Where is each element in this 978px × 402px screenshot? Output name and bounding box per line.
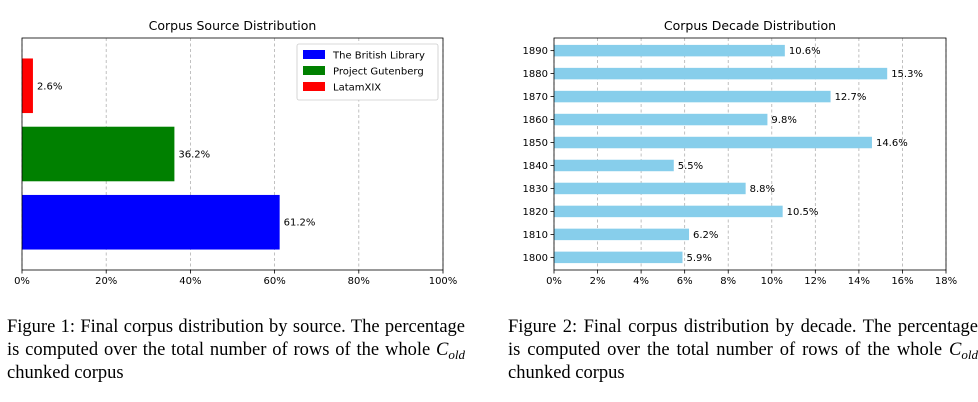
figure-2: Corpus Decade Distribution 0% 2% 4% 6% 8% 10% 1… [500,0,978,402]
figure-2-caption: Figure 2: Final corpus distribution by d… [508,316,978,385]
bar [554,90,831,103]
bar [554,136,872,149]
x-tick-label: 60% [263,276,285,287]
y-tick-label: 1880 [523,69,548,80]
y-tick-label: 1850 [523,138,548,149]
bar [22,194,280,250]
source-distribution-chart: Corpus Source Distribution 0% 20% 40% 60% 80%… [14,18,458,287]
y-tick-label: 1810 [523,230,548,241]
legend-entry: Project Gutenberg [333,67,424,78]
bar [554,159,674,172]
bar-value-label: 14.6% [876,138,908,149]
x-tick-label: 12% [804,276,826,287]
caption-variable: C [949,340,962,360]
y-tick-label: 1800 [523,253,548,264]
x-tick-label: 0% [546,276,562,287]
legend-swatch [303,82,325,91]
bar-value-label: 36.2% [178,150,210,161]
x-tick-label: 40% [179,276,201,287]
axes-frame [21,37,444,271]
chart-title: Corpus Source Distribution [149,18,317,33]
caption-text-end: chunked corpus [508,363,625,383]
y-tick-label: 1840 [523,161,548,172]
legend-entry: LatamXIX [333,83,381,94]
legend-swatch [303,66,325,75]
figure-1-caption: Figure 1: Final corpus distribution by s… [7,316,465,385]
bar [554,182,746,195]
y-tick-label: 1870 [523,92,548,103]
bar-value-label: 5.5% [678,161,703,172]
bar-value-label: 8.8% [750,184,775,195]
bar-value-label: 6.2% [693,230,718,241]
bar-value-label: 10.6% [789,46,821,57]
x-tick-label: 16% [891,276,913,287]
legend: The British Library Project Gutenberg Lata… [296,43,439,101]
bar-value-label: 5.9% [686,253,711,264]
legend-box [296,43,439,101]
x-tick-label: 6% [677,276,693,287]
bar [554,67,888,80]
axes-frame [553,37,947,271]
figure-1: Corpus Source Distribution 0% 20% 40% 60% 80%… [0,0,470,402]
bar [554,205,783,218]
x-tick-label: 2% [590,276,606,287]
caption-text: Figure 2: Final corpus distribution by d… [508,317,978,360]
caption-text-end: chunked corpus [7,363,124,383]
x-tick-label: 4% [633,276,649,287]
x-tick-label: 80% [348,276,370,287]
bar-value-label: 9.8% [771,115,796,126]
bar [554,113,768,126]
chart-title: Corpus Decade Distribution [664,18,836,33]
y-tick-label: 1820 [523,207,548,218]
legend-swatch [303,50,325,59]
caption-subscript: old [961,347,978,362]
x-tick-label: 18% [935,276,957,287]
x-tick-label: 100% [429,276,458,287]
y-tick-label: 1830 [523,184,548,195]
bar-value-label: 15.3% [891,69,923,80]
bar-value-label: 2.6% [37,81,62,92]
legend-entry: The British Library [332,51,425,62]
x-tick-label: 8% [720,276,736,287]
x-tick-label: 14% [848,276,870,287]
caption-subscript: old [448,347,465,362]
bar-value-label: 61.2% [284,218,316,229]
bar-value-label: 10.5% [787,207,819,218]
x-tick-label: 0% [14,276,30,287]
bar [22,58,33,114]
caption-variable: C [436,340,449,360]
y-tick-label: 1890 [523,46,548,57]
bar [554,251,683,264]
decade-distribution-chart: Corpus Decade Distribution 0% 2% 4% 6% 8% 10% 1… [523,18,958,287]
bar [554,44,785,57]
bar [554,228,690,241]
bar [22,126,175,182]
x-tick-label: 10% [761,276,783,287]
x-tick-label: 20% [95,276,117,287]
caption-text: Figure 1: Final corpus distribution by s… [7,317,465,360]
y-tick-label: 1860 [523,115,548,126]
bar-value-label: 12.7% [835,92,867,103]
